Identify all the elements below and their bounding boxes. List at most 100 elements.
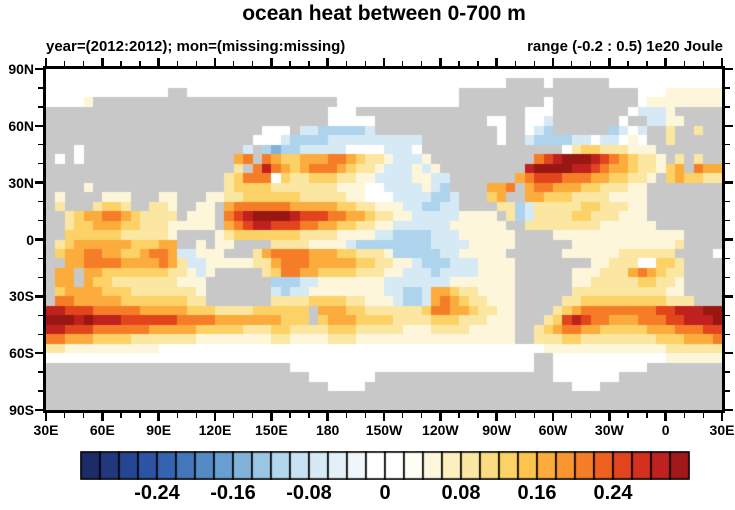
y-major-tick [725, 124, 733, 128]
x-minor-tick [64, 61, 66, 66]
y-axis-label: 30S [9, 288, 34, 305]
y-minor-tick [38, 314, 43, 316]
x-minor-tick [82, 61, 85, 66]
x-minor-tick [683, 413, 686, 418]
x-minor-tick [420, 61, 423, 66]
x-minor-tick [589, 61, 592, 66]
x-major-tick [439, 413, 442, 421]
y-minor-tick [725, 219, 730, 222]
y-major-tick [725, 295, 733, 298]
x-minor-tick [402, 61, 404, 66]
x-minor-tick [627, 413, 629, 418]
y-major-tick [35, 408, 43, 412]
x-minor-tick [82, 413, 85, 418]
x-axis-label: 30W [594, 422, 624, 438]
y-axis-label: 30N [8, 174, 34, 191]
colorbar-label: -0.08 [286, 482, 332, 504]
x-major-tick [270, 413, 273, 421]
x-minor-tick [345, 61, 348, 66]
x-minor-tick [702, 61, 704, 66]
y-major-tick [35, 238, 43, 241]
y-major-tick [725, 408, 733, 412]
x-major-tick [213, 413, 217, 421]
x-minor-tick [195, 61, 197, 66]
y-minor-tick [725, 87, 730, 89]
y-major-tick [725, 181, 733, 184]
x-minor-tick [308, 413, 310, 418]
y-minor-tick [38, 106, 43, 108]
x-minor-tick [176, 61, 179, 66]
x-axis-label: 30E [33, 422, 59, 438]
subtitle-range-units: range (-0.2 : 0.5) 1e20 Joule [527, 38, 723, 55]
y-minor-tick [725, 371, 730, 373]
x-axis-label: 120W [422, 422, 459, 438]
x-axis-label: 60W [538, 422, 568, 438]
x-minor-tick [308, 61, 310, 66]
y-axis-label: 0 [26, 231, 34, 248]
x-minor-tick [702, 413, 704, 418]
y-minor-tick [725, 200, 730, 203]
x-minor-tick [195, 413, 197, 418]
y-minor-tick [38, 87, 43, 89]
x-minor-tick [120, 61, 122, 66]
y-minor-tick [38, 371, 43, 373]
y-major-tick [35, 181, 43, 184]
y-minor-tick [38, 200, 43, 203]
x-minor-tick [514, 413, 517, 418]
y-major-tick [725, 67, 733, 71]
x-minor-tick [233, 61, 235, 66]
x-major-tick [326, 58, 329, 66]
colorbar [80, 451, 690, 480]
x-major-tick [101, 413, 104, 421]
x-minor-tick [458, 61, 460, 66]
x-major-tick [439, 58, 442, 66]
y-axis-label: 90N [8, 61, 34, 77]
x-major-tick [157, 58, 160, 66]
y-major-tick [35, 67, 43, 71]
x-minor-tick [289, 413, 291, 418]
y-minor-tick [38, 163, 43, 165]
x-major-tick [608, 58, 611, 66]
subtitle-year-mon: year=(2012:2012); mon=(missing:missing) [46, 38, 346, 55]
x-minor-tick [233, 413, 235, 418]
x-minor-tick [402, 413, 404, 418]
x-major-tick [44, 58, 48, 66]
x-minor-tick [477, 413, 479, 418]
x-minor-tick [533, 413, 535, 418]
y-major-tick [725, 238, 733, 241]
x-major-tick [664, 413, 667, 421]
x-major-tick [608, 413, 611, 421]
y-minor-tick [38, 257, 43, 260]
x-major-tick [44, 413, 48, 421]
x-major-tick [157, 413, 160, 421]
y-minor-tick [725, 163, 730, 165]
x-minor-tick [176, 413, 179, 418]
x-minor-tick [646, 413, 648, 418]
y-minor-tick [725, 390, 730, 392]
x-major-tick [720, 413, 724, 421]
colorbar-label: 0.08 [441, 482, 481, 504]
x-minor-tick [364, 413, 366, 418]
y-minor-tick [725, 333, 730, 335]
x-minor-tick [139, 413, 141, 418]
y-minor-tick [38, 333, 43, 335]
y-major-tick [35, 124, 43, 128]
colorbar-label: -0.24 [134, 482, 180, 504]
x-minor-tick [458, 413, 460, 418]
colorbar-label: 0.16 [517, 482, 557, 504]
y-major-tick [35, 351, 43, 355]
y-minor-tick [725, 276, 730, 279]
x-axis-label: 180 [315, 422, 340, 438]
x-minor-tick [533, 61, 535, 66]
x-minor-tick [571, 61, 573, 66]
y-axis-label: 60N [8, 117, 34, 134]
x-minor-tick [627, 61, 629, 66]
x-minor-tick [571, 413, 573, 418]
x-major-tick [495, 58, 498, 66]
x-minor-tick [139, 61, 141, 66]
x-major-tick [551, 58, 555, 66]
y-minor-tick [38, 276, 43, 279]
x-major-tick [213, 58, 217, 66]
chart-title: ocean heat between 0-700 m [242, 2, 526, 25]
